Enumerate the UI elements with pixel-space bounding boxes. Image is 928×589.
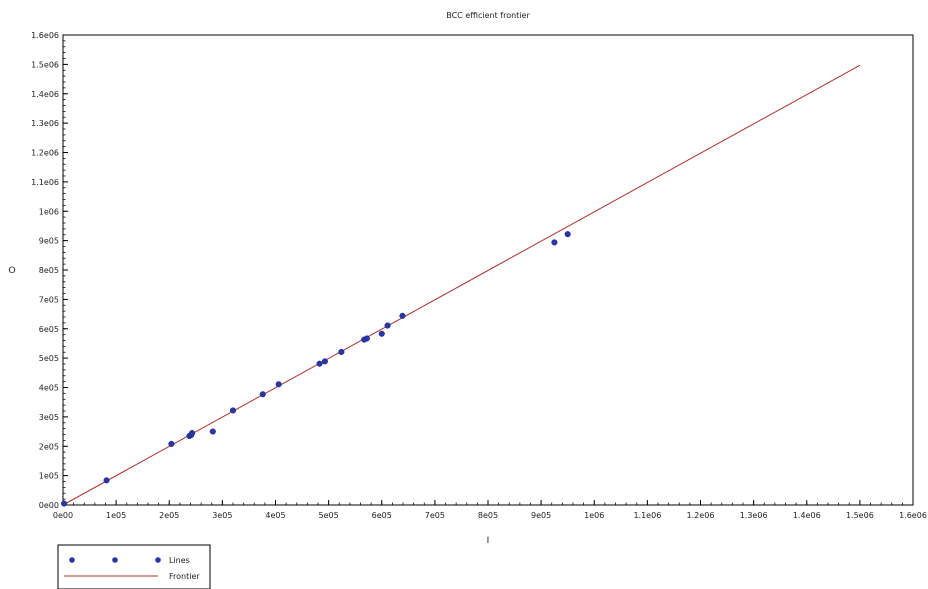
y-tick-label: 4e05 [39,384,59,393]
x-axis: 0e00 1e05 2e05 3e05 4e05 5e05 6e05 7e05 8e05 9e05… [53,500,927,520]
y-tick-label: 1e06 [39,207,59,216]
data-point [384,322,391,329]
x-tick-label: 3e05 [212,511,232,520]
x-tick-label: 1.3e06 [740,511,768,520]
data-point [103,477,110,484]
y-tick-label: 7e05 [39,295,59,304]
data-point [564,231,571,238]
data-point [363,335,370,342]
x-tick-label: 1.4e06 [793,511,821,520]
legend-marker-lines [155,557,161,563]
x-tick-label: 1.1e06 [633,511,661,520]
legend-marker-lines [112,557,118,563]
y-tick-label: 8e05 [39,266,59,275]
x-tick-label: 1e05 [106,511,126,520]
x-tick-label: 0e00 [53,511,73,520]
legend-box [57,544,211,589]
data-point [168,440,175,447]
data-point [209,428,216,435]
data-point [551,239,558,246]
legend-label-lines: Lines [169,556,190,565]
legend-label-frontier: Frontier [169,572,200,581]
y-tick-label: 6e05 [39,325,59,334]
y-tick-label: 1.3e06 [31,119,59,128]
y-tick-label: 1.1e06 [31,178,59,187]
data-point [229,407,237,414]
data-point [259,391,266,398]
data-point [399,312,406,319]
y-tick-label: 0e00 [39,501,59,510]
x-tick-label: 1.6e06 [899,511,927,520]
y-tick-label: 1.4e06 [31,90,59,99]
x-tick-label: 6e05 [372,511,392,520]
x-tick-label: 1.5e06 [846,511,874,520]
y-tick-label: 2e05 [39,442,59,451]
data-point [275,381,282,388]
x-tick-label: 4e05 [265,511,285,520]
x-axis-label: I [487,536,490,546]
x-tick-label: 5e05 [319,511,339,520]
y-tick-label: 1.5e06 [31,60,59,69]
y-tick-label: 3e05 [39,413,59,422]
y-tick-label: 9e05 [39,237,59,246]
data-point [378,330,385,337]
y-axis-label: O [8,266,15,276]
series-layer [61,64,861,507]
data-point [316,360,323,367]
data-point [338,348,345,356]
y-tick-label: 5e05 [39,354,59,363]
x-tick-label: 8e05 [478,511,498,520]
x-tick-label: 7e05 [425,511,445,520]
data-point [189,429,196,437]
y-tick-label: 1e05 [39,472,59,481]
y-axis: 0e00 1e05 2e05 3e05 4e05 5e05 6e05 7e05 8e05 9e05… [31,31,68,510]
x-tick-label: 1e06 [584,511,604,520]
data-point [321,358,328,365]
y-tick-label: 1.6e06 [31,31,59,40]
chart-title: BCC efficient frontier [446,11,530,20]
data-point [61,500,68,507]
x-tick-label: 9e05 [531,511,551,520]
legend: Lines Frontier [57,544,211,589]
legend-marker-lines [69,557,75,563]
frontier-line [62,64,861,506]
x-tick-label: 1.2e06 [687,511,715,520]
y-tick-label: 1.2e06 [31,149,59,158]
x-tick-label: 2e05 [159,511,179,520]
